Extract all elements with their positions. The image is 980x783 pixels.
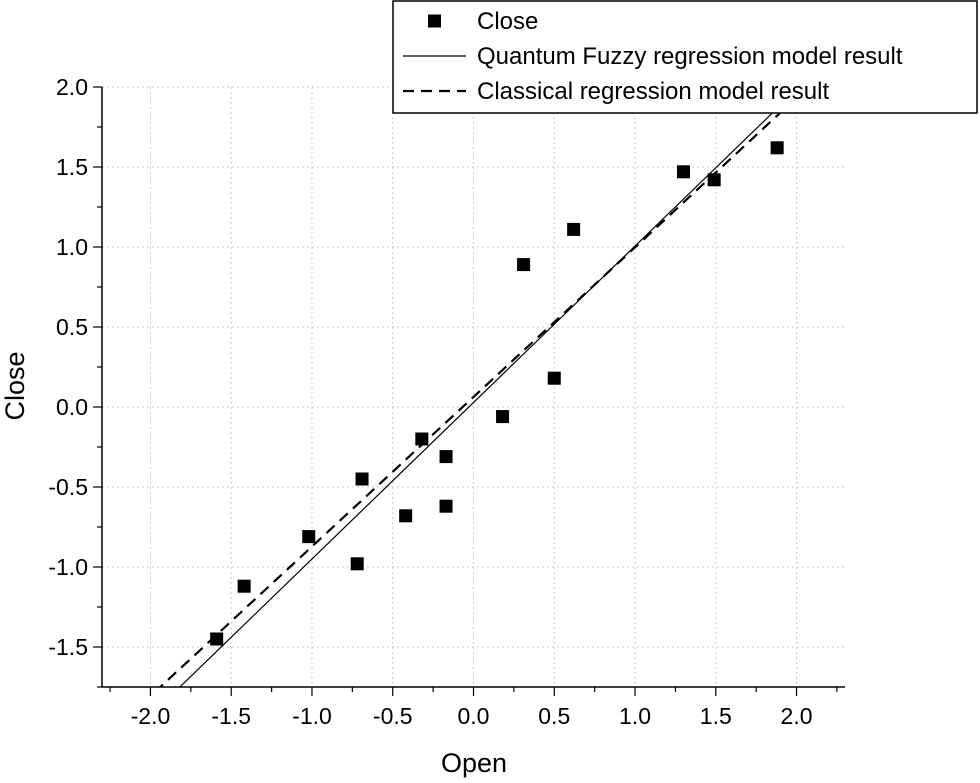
data-points	[210, 141, 784, 646]
data-point	[496, 410, 510, 424]
legend: Close Quantum Fuzzy regression model resu…	[392, 0, 978, 114]
axes: -2.0 -1.5 -1.0 -0.5 0.0 0.5 1.0 1.5 2.0 -1.5 -1.0 -…	[48, 74, 845, 729]
data-point	[415, 432, 429, 446]
x-axis-title: Open	[441, 748, 507, 778]
y-tick-label: -1.0	[48, 554, 88, 580]
quantum-fuzzy-regression-line	[178, 87, 801, 687]
data-point	[676, 165, 690, 179]
grid	[102, 86, 845, 687]
data-point	[237, 579, 251, 593]
y-tick-label: 0.0	[56, 394, 88, 420]
data-point	[350, 557, 364, 571]
data-point	[517, 258, 531, 272]
x-tick-label: -1.0	[292, 703, 332, 729]
data-point	[399, 509, 413, 523]
y-tick-label: 0.5	[56, 314, 88, 340]
x-tick-label: -0.5	[373, 703, 413, 729]
x-tick-label: 0.0	[458, 703, 490, 729]
y-tick-label: 1.5	[56, 154, 88, 180]
legend-label: Classical regression model result	[477, 78, 829, 105]
legend-label: Quantum Fuzzy regression model result	[477, 43, 903, 70]
x-tick-label: -2.0	[131, 703, 171, 729]
y-tick-label: 2.0	[56, 74, 88, 100]
legend-box	[392, 0, 978, 114]
classical-regression-line	[158, 87, 810, 687]
data-point	[439, 499, 453, 513]
data-point	[770, 141, 784, 155]
y-tick-label: -0.5	[48, 474, 88, 500]
y-tick-label: -1.5	[48, 634, 88, 660]
legend-label: Close	[477, 8, 538, 35]
x-tick-label: 2.0	[781, 703, 813, 729]
data-point	[547, 371, 561, 385]
x-tick-label: 1.0	[619, 703, 651, 729]
regression-lines	[158, 87, 810, 687]
data-point	[707, 173, 721, 187]
x-tick-label: -1.5	[211, 703, 251, 729]
data-point	[302, 530, 316, 544]
y-tick-label: 1.0	[56, 234, 88, 260]
x-tick-label: 1.5	[700, 703, 732, 729]
data-point	[567, 222, 581, 236]
legend-marker-square	[428, 14, 441, 28]
x-tick-label: 0.5	[538, 703, 570, 729]
data-point	[210, 632, 224, 646]
data-point	[355, 472, 369, 486]
y-axis-title: Close	[0, 351, 30, 420]
data-point	[439, 450, 453, 464]
